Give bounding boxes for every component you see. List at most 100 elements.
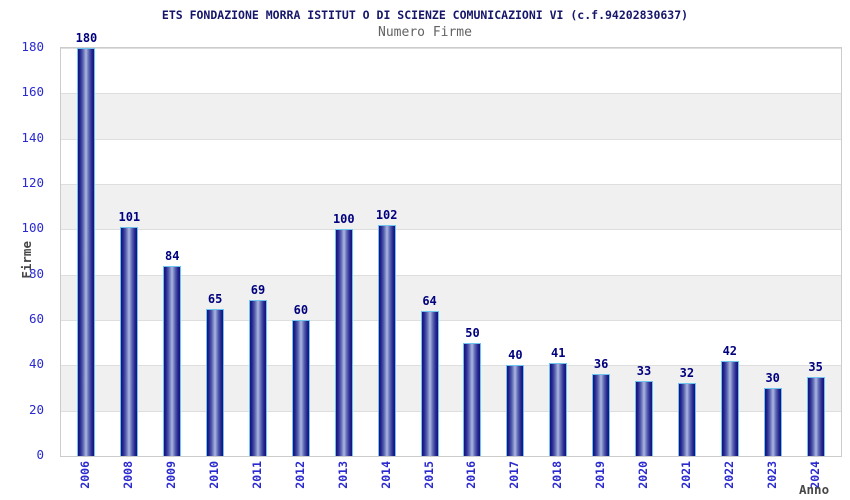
bar-series: 180 101 84 65 69 60 100 102 64 50 40 41 36 33 32 42 30 35 xyxy=(61,31,841,456)
bar-2009 xyxy=(163,265,182,456)
x-tick-label: 2012 xyxy=(292,461,307,489)
bar-2006 xyxy=(77,48,96,456)
bar-slot-2020: 33 xyxy=(623,48,666,456)
x-tick-label: 2020 xyxy=(636,461,651,489)
chart-subtitle: Numero Firme xyxy=(378,25,472,40)
bar-slot-2018: 41 xyxy=(537,48,580,456)
x-tick-label: 2013 xyxy=(335,461,350,489)
bar-value-label: 65 xyxy=(207,291,223,306)
bar-2010 xyxy=(206,308,225,456)
bar-2021 xyxy=(677,383,696,456)
x-tick-label: 2015 xyxy=(421,461,436,489)
bar-2022 xyxy=(720,360,739,456)
bar-value-label: 42 xyxy=(722,343,738,358)
bar-slot-2015: 64 xyxy=(408,48,451,456)
x-slot: 2013 xyxy=(321,459,364,500)
bar-slot-2016: 50 xyxy=(451,48,494,456)
x-slot: 2019 xyxy=(579,459,622,500)
bar-2015 xyxy=(420,310,439,456)
bar-slot-2010: 65 xyxy=(194,48,237,456)
x-slot: 2006 xyxy=(64,459,107,500)
bar-slot-2022: 42 xyxy=(708,48,751,456)
x-slot: 2023 xyxy=(750,459,793,500)
bar-value-label: 32 xyxy=(679,366,695,381)
bar-slot-2023: 30 xyxy=(751,48,794,456)
x-slot: 2021 xyxy=(664,459,707,500)
y-tick-label: 100 xyxy=(21,220,44,236)
x-tick-label: 2006 xyxy=(78,461,93,489)
bar-2013 xyxy=(334,229,353,456)
bar-value-label: 33 xyxy=(636,364,652,379)
x-tick-label: 2022 xyxy=(721,461,736,489)
x-slot: 2012 xyxy=(278,459,321,500)
bar-slot-2013: 100 xyxy=(322,48,365,456)
bar-2008 xyxy=(120,227,139,456)
x-tick-label: 2023 xyxy=(764,461,779,489)
x-slot: 2011 xyxy=(236,459,279,500)
grid-band xyxy=(61,229,841,275)
bar-2019 xyxy=(592,374,611,456)
grid-band xyxy=(61,93,841,139)
y-tick-label: 80 xyxy=(28,265,44,281)
x-tick-label: 2010 xyxy=(207,461,222,489)
bar-value-label: 64 xyxy=(422,293,437,308)
bar-2020 xyxy=(635,381,654,456)
bar-slot-2012: 60 xyxy=(279,48,322,456)
plot-area: 180 101 84 65 69 60 100 102 64 50 40 41 36 33 32 42 30 35 xyxy=(60,31,842,457)
x-slot: 2008 xyxy=(107,459,150,500)
bar-2016 xyxy=(463,342,482,456)
bar-slot-2017: 40 xyxy=(494,48,537,456)
bar-value-label: 180 xyxy=(75,31,98,45)
bar-slot-2014: 102 xyxy=(365,48,408,456)
grid-band xyxy=(61,320,841,366)
bar-value-label: 30 xyxy=(765,371,780,386)
x-tick-label: 2017 xyxy=(507,461,522,489)
x-tick-label: 2016 xyxy=(464,461,479,489)
bar-value-label: 41 xyxy=(551,346,566,361)
grid-band xyxy=(61,48,841,94)
x-slot: 2009 xyxy=(150,459,193,500)
bar-2014 xyxy=(377,224,396,456)
y-tick-label: 20 xyxy=(28,401,44,417)
bar-2018 xyxy=(549,363,568,456)
x-tick-label: 2009 xyxy=(164,461,179,489)
x-axis: 2006 2008 2009 2010 2011 2012 2013 2014 2015 2016… xyxy=(60,459,840,500)
y-tick-label: 120 xyxy=(21,175,44,190)
y-tick-label: 140 xyxy=(21,129,44,145)
bar-2017 xyxy=(506,365,525,456)
x-slot: 2018 xyxy=(536,459,579,500)
y-axis: 0 20 40 60 80 100 120 140 160 180 xyxy=(0,0,52,500)
y-tick-label: 0 xyxy=(36,447,44,462)
grid-band xyxy=(61,410,841,456)
bar-value-label: 50 xyxy=(465,325,480,340)
bar-value-label: 84 xyxy=(164,248,180,263)
x-slot: 2010 xyxy=(193,459,236,500)
x-axis-title: Anno xyxy=(799,482,830,497)
x-slot: 2020 xyxy=(622,459,665,500)
bar-value-label: 35 xyxy=(808,359,823,374)
x-slot: 2014 xyxy=(364,459,407,500)
bar-2023 xyxy=(763,388,782,456)
bar-slot-2024: 35 xyxy=(794,48,837,456)
grid-band xyxy=(61,138,841,185)
bar-slot-2009: 84 xyxy=(151,48,194,456)
x-tick-label: 2014 xyxy=(378,461,393,489)
bar-value-label: 40 xyxy=(508,348,523,363)
bar-value-label: 69 xyxy=(250,282,266,297)
bar-slot-2011: 69 xyxy=(237,48,280,456)
y-tick-label: 180 xyxy=(21,39,44,54)
bar-2024 xyxy=(806,376,825,456)
chart-title: ETS FONDAZIONE MORRA ISTITUT O DI SCIENZ… xyxy=(161,8,689,22)
x-tick-label: 2018 xyxy=(550,461,565,489)
x-tick-label: 2008 xyxy=(121,461,136,489)
y-axis-title: Firme xyxy=(19,241,34,279)
x-tick-label: 2021 xyxy=(678,461,693,489)
bar-value-label: 101 xyxy=(118,210,141,225)
bar-slot-2006: 180 xyxy=(65,31,108,456)
bar-value-label: 102 xyxy=(375,207,398,222)
x-slot: 2022 xyxy=(707,459,750,500)
bar-2011 xyxy=(249,299,267,456)
bar-2012 xyxy=(291,320,310,456)
grid-band xyxy=(61,184,841,230)
y-tick-label: 160 xyxy=(21,84,44,100)
